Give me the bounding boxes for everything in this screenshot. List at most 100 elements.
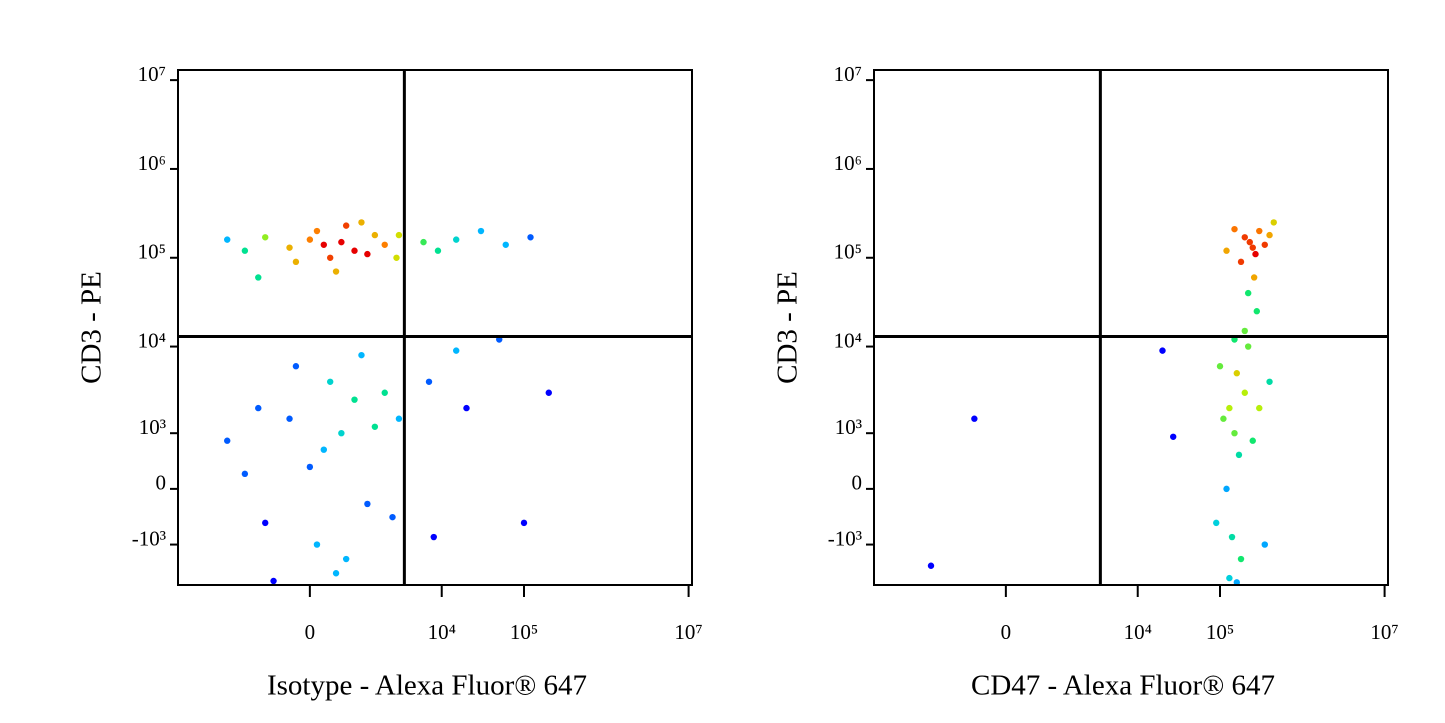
- event: [545, 389, 552, 396]
- event: [320, 241, 328, 248]
- y-tick-label: 10⁴: [138, 328, 166, 352]
- event: [1170, 433, 1177, 440]
- event: [326, 378, 334, 385]
- event: [313, 541, 321, 548]
- event: [1249, 244, 1256, 251]
- event: [358, 219, 365, 226]
- event: [241, 247, 249, 254]
- event: [1244, 343, 1252, 350]
- event: [1261, 241, 1268, 248]
- event: [270, 577, 277, 585]
- event: [338, 238, 345, 246]
- y-tick-label: 10⁷: [138, 62, 166, 86]
- event: [1261, 541, 1268, 548]
- event: [371, 423, 379, 430]
- event: [502, 241, 509, 248]
- event: [338, 429, 345, 437]
- event: [286, 244, 293, 251]
- event: [477, 227, 485, 235]
- event: [255, 274, 262, 281]
- event: [1253, 308, 1261, 315]
- event: [306, 236, 314, 243]
- y-tick-label: 10³: [835, 415, 862, 439]
- event: [224, 437, 231, 444]
- event: [351, 247, 358, 254]
- event: [381, 241, 388, 248]
- event: [1266, 378, 1273, 385]
- event: [255, 404, 262, 412]
- plot: 10⁷ 10⁶ 10⁵ 10⁴ 10³ 0 -10³ 0 10⁴ 10⁵ 10⁷ Isotype - …: [76, 62, 703, 702]
- x-tick-label: 10⁷: [1370, 620, 1398, 644]
- event: [395, 415, 403, 422]
- x-tick-label: 10⁵: [510, 620, 538, 644]
- y-tick-label: 10³: [139, 415, 166, 439]
- event: [395, 231, 403, 239]
- event: [364, 250, 371, 258]
- x-tick-label: 10⁴: [1124, 620, 1152, 644]
- event: [1244, 289, 1252, 297]
- event: [332, 268, 340, 275]
- event: [1226, 404, 1233, 412]
- event: [1237, 555, 1245, 563]
- event: [1223, 247, 1230, 254]
- event: [425, 378, 433, 385]
- event: [262, 234, 269, 241]
- event: [313, 227, 321, 235]
- event: [389, 513, 396, 521]
- event: [463, 404, 470, 412]
- plot: 10⁷ 10⁶ 10⁵ 10⁴ 10³ 0 -10³ 0 10⁴ 10⁵ 10⁷ CD47 - Ale…: [772, 62, 1399, 702]
- event: [371, 231, 379, 239]
- event: [292, 363, 300, 370]
- y-tick-label: 10⁶: [834, 151, 862, 175]
- y-tick-label: 10⁵: [138, 240, 166, 264]
- x-tick-label: 10⁴: [428, 620, 456, 644]
- x-tick-label: 0: [305, 620, 316, 644]
- x-tick-label: 10⁵: [1206, 620, 1234, 644]
- event: [430, 533, 437, 541]
- y-tick-label: 10⁶: [138, 151, 166, 175]
- event: [1270, 219, 1277, 226]
- y-tick-label: 10⁵: [834, 240, 862, 264]
- y-tick-label: 10⁴: [834, 328, 862, 352]
- y-tick-label: -10³: [828, 526, 862, 550]
- event: [1216, 363, 1224, 370]
- y-axis-label: CD3 - PE: [76, 271, 108, 384]
- event: [1256, 227, 1263, 235]
- event: [1220, 415, 1227, 422]
- event: [320, 446, 328, 453]
- event: [1226, 574, 1233, 582]
- event: [1241, 327, 1248, 335]
- event: [1241, 234, 1248, 241]
- x-tick-label: 0: [1001, 620, 1012, 644]
- event: [358, 351, 365, 359]
- event: [1233, 579, 1241, 586]
- event: [971, 415, 978, 422]
- event: [1235, 451, 1243, 459]
- event: [286, 415, 293, 422]
- x-axis-label: CD47 - Alexa Fluor® 647: [971, 670, 1275, 702]
- event: [326, 254, 334, 261]
- event: [1231, 225, 1238, 233]
- event: [420, 238, 427, 246]
- event: [1249, 437, 1256, 444]
- event: [262, 519, 269, 527]
- event: [1223, 485, 1230, 493]
- event: [927, 562, 935, 569]
- event: [241, 470, 249, 478]
- x-tick-label: 10⁷: [674, 620, 702, 644]
- y-axis-label: CD3 - PE: [772, 271, 804, 384]
- event: [1159, 347, 1166, 354]
- x-axis-label: Isotype - Alexa Fluor® 647: [267, 670, 587, 702]
- event: [520, 519, 528, 527]
- event: [1250, 274, 1258, 281]
- event: [1228, 533, 1236, 541]
- event: [453, 236, 460, 243]
- event: [1246, 238, 1253, 246]
- event: [1266, 231, 1273, 239]
- event: [351, 396, 358, 403]
- event: [434, 247, 442, 254]
- plot-frame: [873, 69, 1389, 586]
- event: [364, 500, 371, 508]
- event: [332, 570, 340, 577]
